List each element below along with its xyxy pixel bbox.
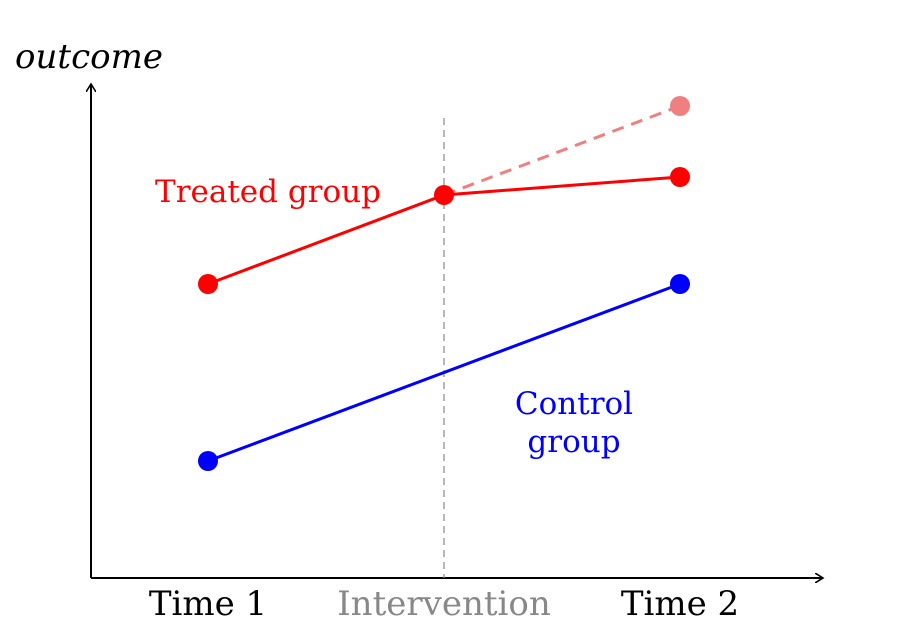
control-group-label-line2: group <box>527 424 620 460</box>
control-point-time2 <box>670 274 690 294</box>
control-line <box>207 282 681 463</box>
treated-point-time1 <box>198 274 218 294</box>
y-axis-label: outcome <box>15 37 163 77</box>
control-group-label-line1: Control <box>515 386 633 422</box>
x-label-time2: Time 2 <box>621 584 739 624</box>
control-point-time1 <box>198 451 218 471</box>
counterfactual-line <box>443 104 681 197</box>
x-label-time1: Time 1 <box>149 584 267 624</box>
x-label-intervention: Intervention <box>337 584 551 624</box>
counterfactual-point <box>670 96 690 116</box>
treated-point-time2 <box>670 167 690 187</box>
treated-point-intervention <box>434 185 454 205</box>
treated-group-label: Treated group <box>155 174 381 210</box>
